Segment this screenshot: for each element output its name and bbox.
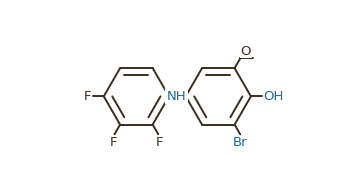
Text: F: F <box>84 90 92 103</box>
Text: F: F <box>155 136 163 149</box>
Text: Br: Br <box>233 136 248 149</box>
Text: NH: NH <box>167 90 186 103</box>
Text: OH: OH <box>263 90 284 103</box>
Text: O: O <box>241 45 251 57</box>
Text: F: F <box>110 136 117 149</box>
